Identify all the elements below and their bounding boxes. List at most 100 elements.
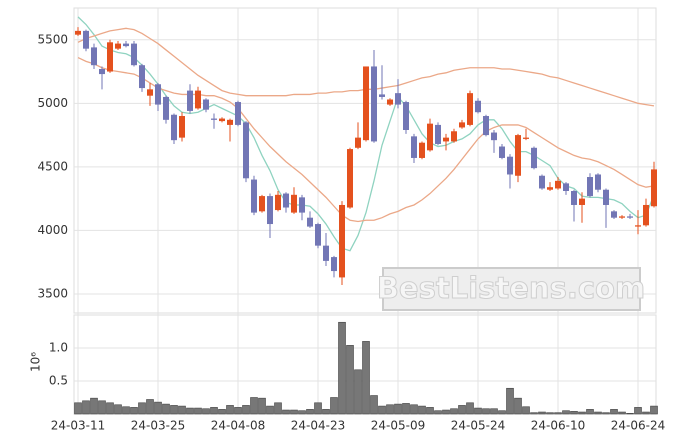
volume-bar xyxy=(426,407,434,415)
volume-bar xyxy=(386,404,394,415)
volume-bar xyxy=(394,403,402,415)
y-tick-label: 4500 xyxy=(37,159,68,173)
volume-bar xyxy=(554,412,562,415)
candle-body xyxy=(387,99,393,105)
candle-body xyxy=(611,211,617,218)
volume-bar xyxy=(282,409,290,415)
y-tick-label: 5000 xyxy=(37,96,68,110)
volume-bar xyxy=(362,341,370,415)
candle-body xyxy=(91,47,97,66)
volume-bar xyxy=(178,405,186,415)
x-tick-label: 24-06-10 xyxy=(531,419,585,433)
candle-body xyxy=(347,149,353,208)
candle-body xyxy=(331,257,337,272)
volume-bar xyxy=(602,412,610,415)
volume-bar xyxy=(74,402,82,415)
x-tick-label: 24-06-24 xyxy=(611,419,665,433)
volume-bar xyxy=(322,409,330,415)
volume-bar xyxy=(418,405,426,415)
candle-body xyxy=(603,189,609,205)
candle-body xyxy=(99,69,105,75)
candle-body xyxy=(571,191,577,205)
candle-body xyxy=(379,94,385,97)
candle-body xyxy=(315,224,321,246)
volume-bar xyxy=(298,410,306,415)
candle-body xyxy=(131,43,137,66)
volume-bar xyxy=(146,399,154,415)
y-tick-label: 5500 xyxy=(37,32,68,46)
candle-body xyxy=(251,179,257,213)
candle-body xyxy=(451,131,457,142)
candle-body xyxy=(483,116,489,136)
candle-body xyxy=(595,174,601,190)
candle-body xyxy=(627,216,633,218)
candle-body xyxy=(219,118,225,122)
candle-body xyxy=(211,118,217,120)
volume-bar xyxy=(242,405,250,415)
volume-bar xyxy=(466,402,474,415)
candle-body xyxy=(235,102,241,125)
volume-bar xyxy=(506,387,514,415)
volume-bar xyxy=(610,409,618,415)
candle-body xyxy=(243,122,249,179)
candle-body xyxy=(75,30,81,35)
candle-body xyxy=(547,187,553,190)
candle-body xyxy=(475,100,481,113)
candle-body xyxy=(267,196,273,225)
y-tick-label: 4000 xyxy=(37,223,68,237)
candle-body xyxy=(123,43,129,47)
candle-body xyxy=(179,116,185,138)
volume-bar xyxy=(218,409,226,415)
volume-bar xyxy=(378,405,386,415)
candle-body xyxy=(635,225,641,227)
candle-body xyxy=(187,90,193,111)
candle-body xyxy=(339,204,345,278)
volume-bar xyxy=(450,408,458,415)
y-tick-label: 3500 xyxy=(37,286,68,300)
volume-bar xyxy=(522,406,530,415)
x-tick-label: 24-05-09 xyxy=(371,419,425,433)
volume-bar xyxy=(618,411,626,415)
candle-body xyxy=(523,137,529,139)
watermark-box xyxy=(382,267,641,311)
volume-bar xyxy=(154,401,162,415)
volume-bar xyxy=(546,412,554,415)
volume-bar xyxy=(570,411,578,415)
volume-bar xyxy=(82,400,90,415)
candle-body xyxy=(619,216,625,218)
candle-body xyxy=(643,204,649,226)
candle-body xyxy=(115,43,121,49)
volume-bar xyxy=(138,402,146,415)
volume-bar xyxy=(538,411,546,415)
y-tick-label: 0.5 xyxy=(49,374,68,388)
x-tick-label: 24-04-23 xyxy=(291,419,345,433)
y-tick-label: 1.0 xyxy=(49,341,68,355)
x-tick-label: 24-03-25 xyxy=(131,419,185,433)
candle-body xyxy=(83,30,89,49)
volume-bar xyxy=(594,411,602,415)
candle-body xyxy=(467,93,473,125)
volume-bar xyxy=(474,407,482,415)
candle-body xyxy=(459,122,465,128)
volume-bar xyxy=(482,408,490,415)
volume-bar xyxy=(650,405,658,415)
volume-bar xyxy=(114,404,122,415)
candle-body xyxy=(531,147,537,169)
candle-body xyxy=(515,135,521,176)
volume-bar xyxy=(194,407,202,415)
volume-bar xyxy=(634,407,642,415)
x-tick-label: 24-04-08 xyxy=(211,419,265,433)
candle-body xyxy=(163,96,169,120)
candle-body xyxy=(403,102,409,130)
candle-body xyxy=(563,183,569,191)
volume-bar xyxy=(402,403,410,415)
volume-bar xyxy=(250,397,258,415)
candle-body xyxy=(107,42,113,72)
candle-body xyxy=(491,132,497,141)
candle-body xyxy=(307,217,313,227)
volume-bar xyxy=(330,397,338,415)
volume-bar xyxy=(562,410,570,415)
x-tick-label: 24-05-24 xyxy=(451,419,505,433)
volume-bar xyxy=(442,409,450,415)
